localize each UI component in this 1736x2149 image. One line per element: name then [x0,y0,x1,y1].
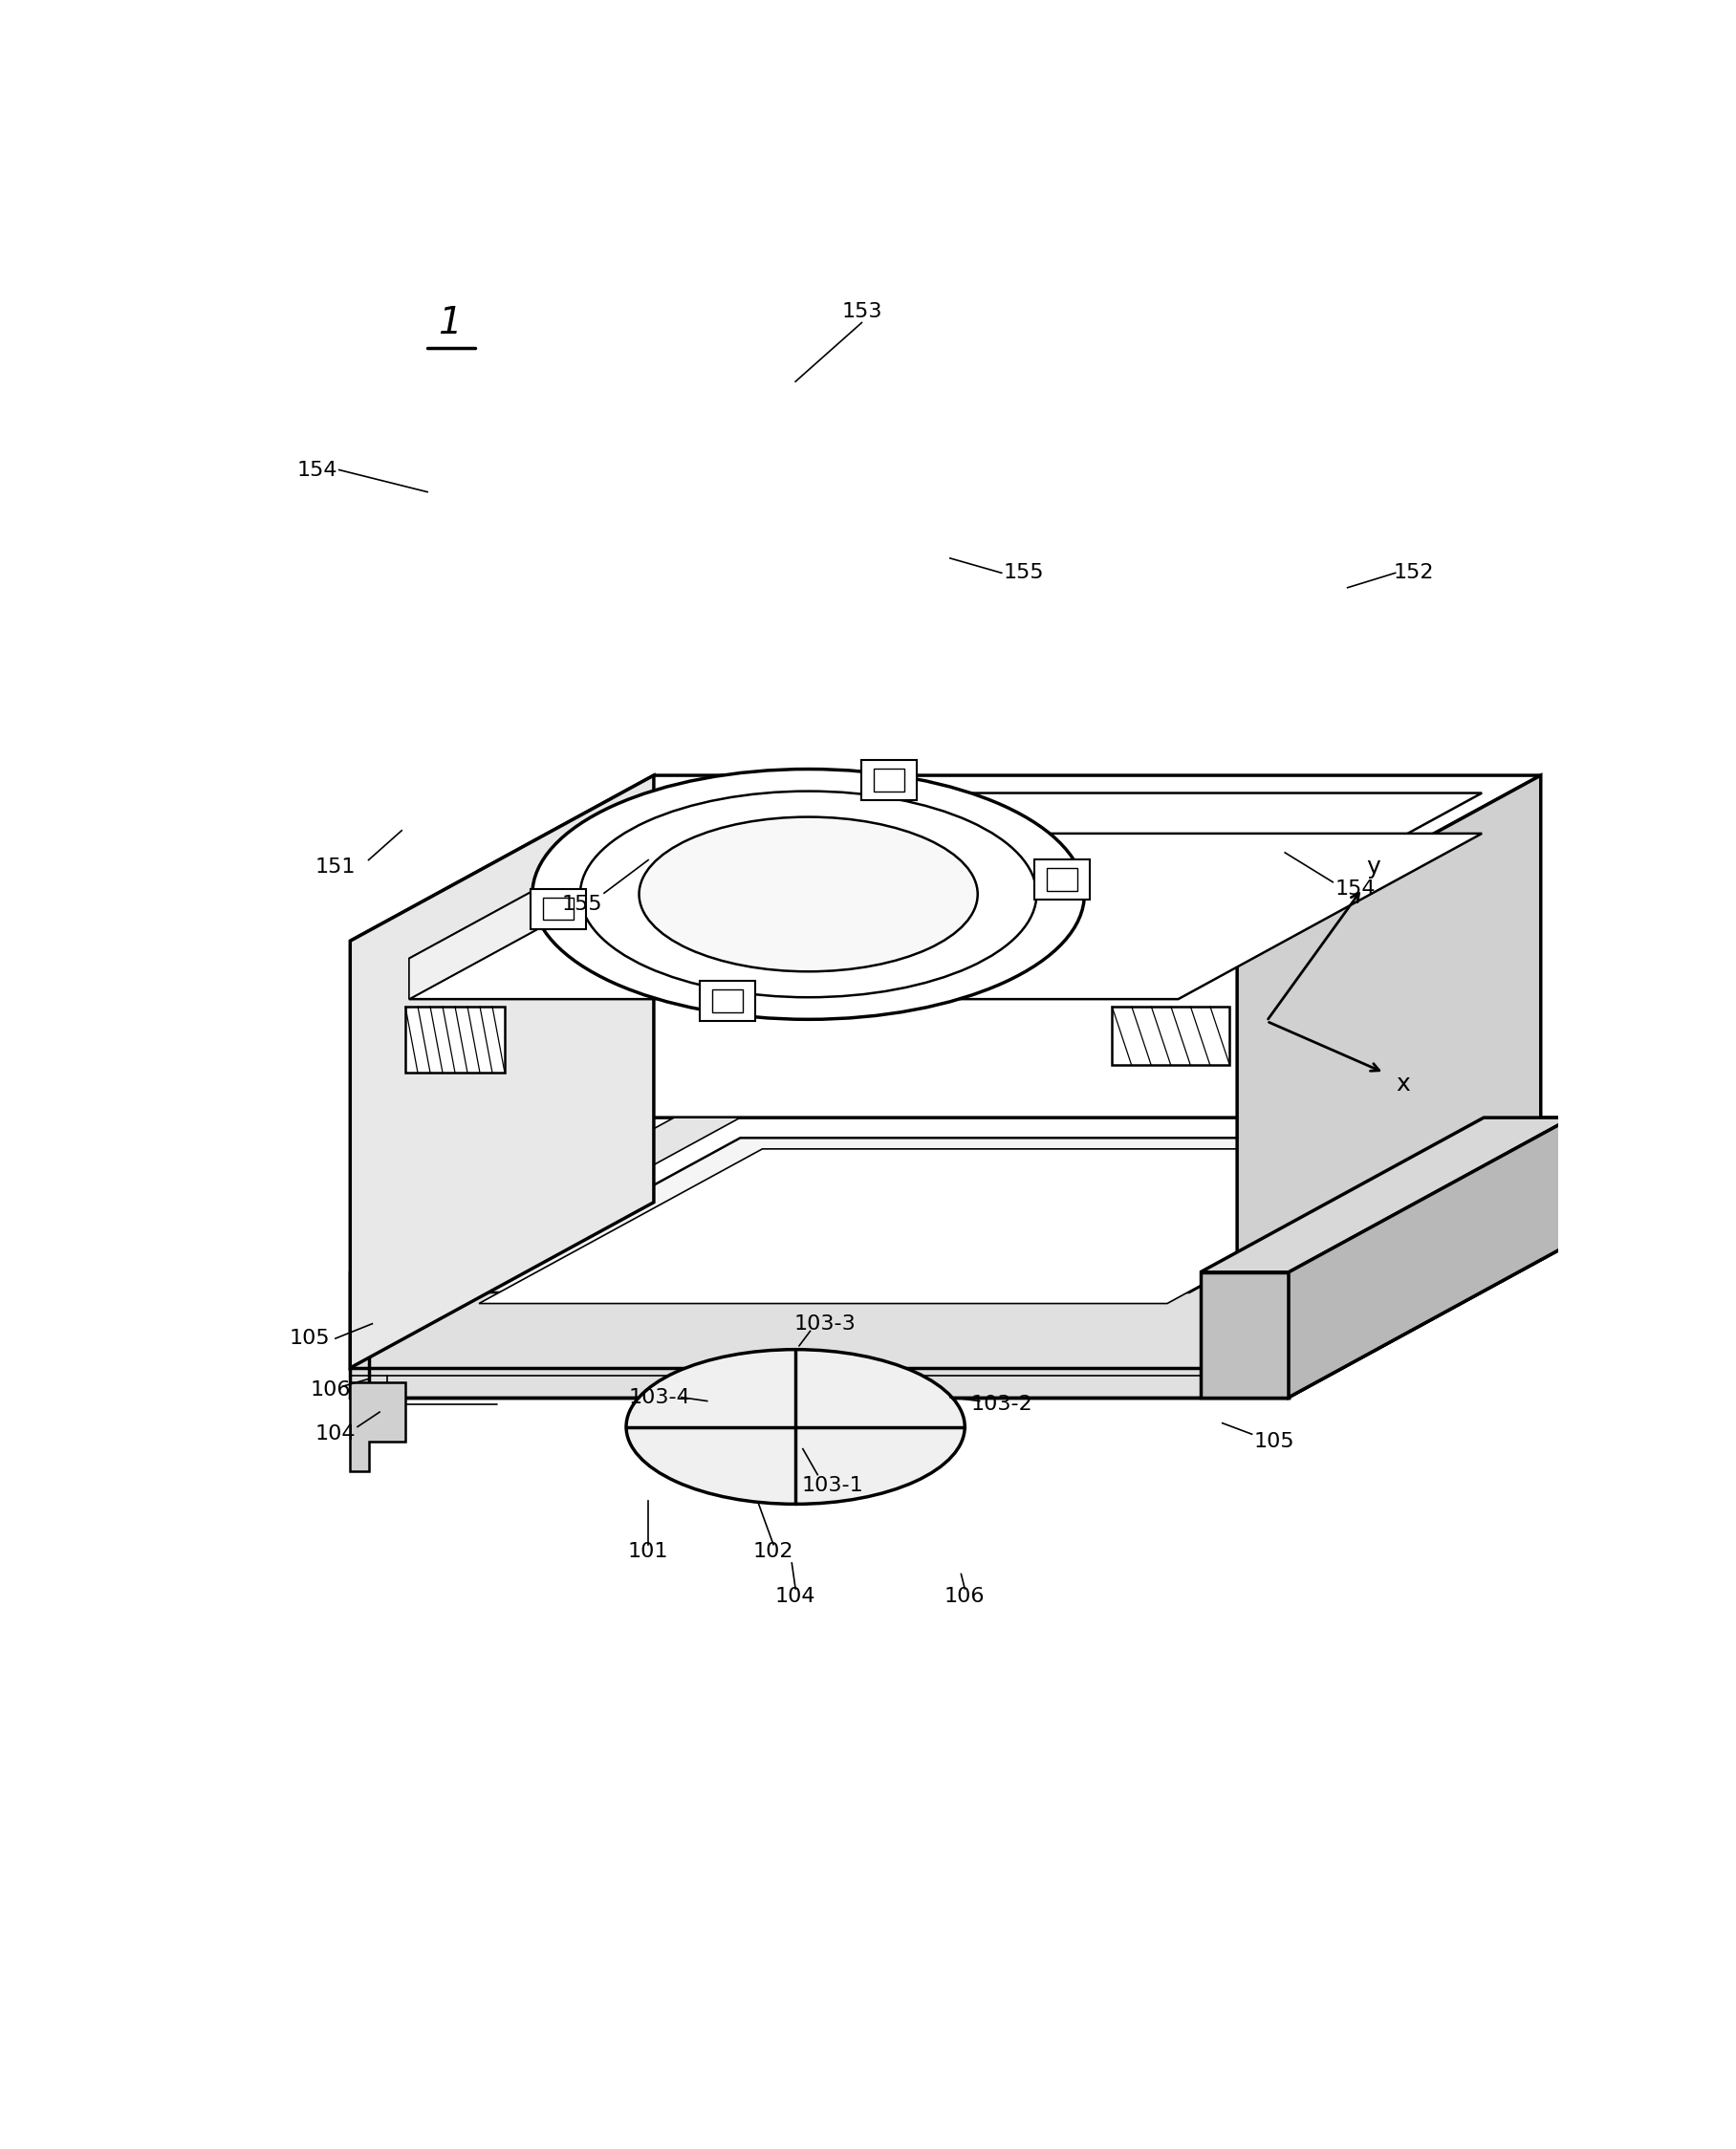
Text: 154: 154 [1335,879,1375,898]
Ellipse shape [580,791,1036,997]
Polygon shape [351,1382,406,1470]
Text: 152: 152 [1394,563,1434,582]
Polygon shape [1200,1117,1573,1272]
Polygon shape [391,1117,740,1272]
Text: 105: 105 [290,1328,330,1347]
Polygon shape [1238,776,1542,1369]
Ellipse shape [627,1350,965,1504]
Text: 103-2: 103-2 [970,1395,1033,1414]
Polygon shape [410,793,713,999]
Polygon shape [1288,1117,1573,1397]
Polygon shape [351,1272,1288,1397]
Text: 106: 106 [311,1380,351,1399]
Polygon shape [1113,1006,1229,1066]
Polygon shape [1200,1272,1288,1397]
Text: 103-4: 103-4 [628,1388,691,1408]
Polygon shape [406,1006,505,1072]
Text: 155: 155 [1003,563,1043,582]
Polygon shape [479,1150,1451,1304]
Text: 105: 105 [1253,1431,1295,1451]
Text: 151: 151 [316,857,356,877]
Text: 153: 153 [842,303,882,320]
Text: 103-3: 103-3 [793,1315,856,1332]
Polygon shape [410,793,1483,958]
Text: 104: 104 [316,1425,356,1444]
Polygon shape [712,991,743,1012]
Polygon shape [351,776,654,1369]
Text: 106: 106 [944,1586,984,1605]
Polygon shape [457,1137,1472,1292]
Polygon shape [531,890,585,928]
Polygon shape [861,761,917,799]
Polygon shape [1035,860,1090,900]
Ellipse shape [639,817,977,971]
Polygon shape [543,898,573,920]
Polygon shape [875,769,904,791]
Polygon shape [1288,1117,1573,1397]
Polygon shape [351,1117,1573,1272]
Text: 104: 104 [776,1586,816,1605]
Text: 102: 102 [753,1543,793,1562]
Text: 155: 155 [562,894,602,913]
Text: x: x [1396,1072,1410,1096]
Text: 154: 154 [297,460,337,479]
Polygon shape [410,834,1483,999]
Polygon shape [700,980,755,1021]
Text: 101: 101 [628,1543,668,1562]
Polygon shape [351,776,1542,941]
Text: 103-1: 103-1 [802,1476,863,1496]
Text: y: y [1366,855,1380,879]
Text: 1: 1 [437,305,462,342]
Ellipse shape [533,769,1085,1019]
Polygon shape [1047,868,1078,890]
